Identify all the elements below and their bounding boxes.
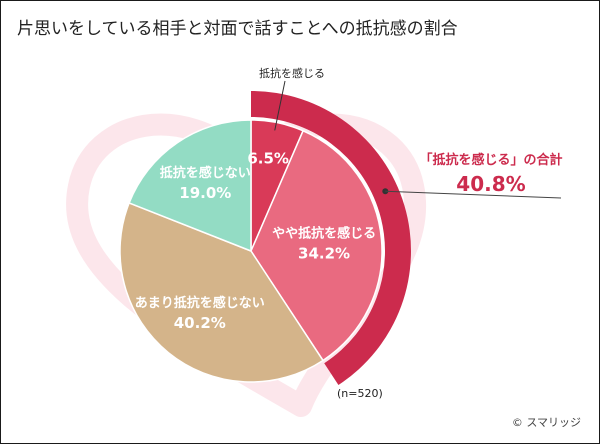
highlight-label: 「抵抗を感じる」の合計 xyxy=(419,152,562,168)
highlight-band xyxy=(251,91,411,386)
callout-category-label: 抵抗を感じる xyxy=(259,66,325,80)
sample-size-note: (n=520) xyxy=(337,387,383,400)
copyright-credit: © スマリッジ xyxy=(511,416,581,429)
slice-category-label-3: あまり抵抗を感じない xyxy=(135,295,265,311)
chart-title: 片思いをしている相手と対面で話すことへの抵抗感の割合 xyxy=(17,19,458,39)
slice-value-label-1: 6.5% xyxy=(247,150,289,168)
pie-slice-4 xyxy=(128,119,252,253)
slice-value-label-4: 19.0% xyxy=(179,184,231,202)
slice-category-label-2: やや抵抗を感じる xyxy=(272,226,376,242)
pie-slice-3 xyxy=(119,201,325,383)
slice-category-label-4: 抵抗を感じない xyxy=(160,165,251,181)
pie-slice-2 xyxy=(250,129,383,362)
highlight-value-label: 40.8% xyxy=(456,172,525,196)
slice-value-label-3: 40.2% xyxy=(174,314,226,332)
slice-value-label-2: 34.2% xyxy=(298,245,350,263)
callout-leader-line xyxy=(274,80,286,131)
highlight-leader-line xyxy=(385,190,562,199)
